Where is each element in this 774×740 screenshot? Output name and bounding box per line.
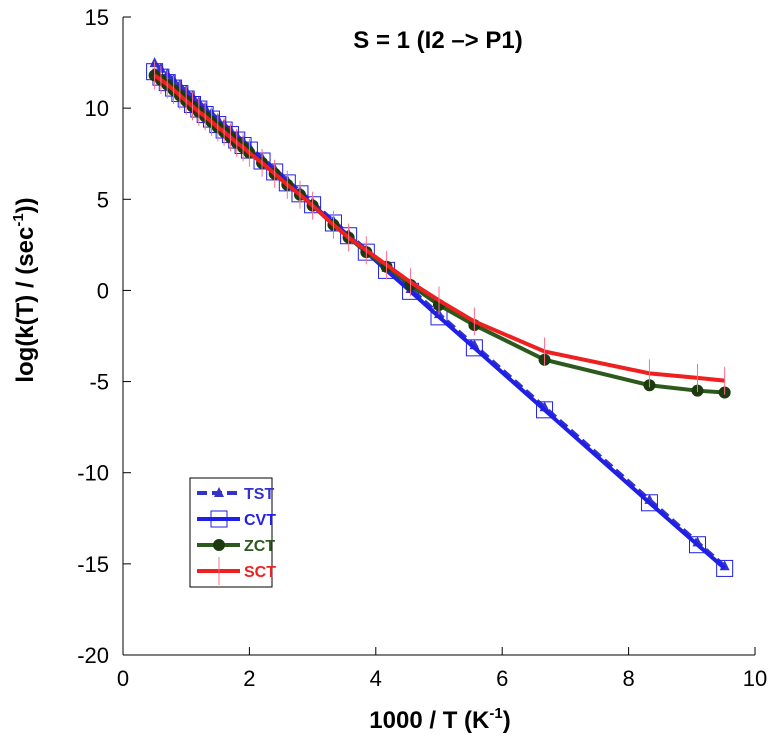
legend-marker (214, 487, 224, 497)
x-tick-label: 4 (370, 666, 382, 691)
legend-label: SCT (244, 564, 276, 581)
x-tick-label: 2 (243, 666, 255, 691)
series-line (153, 73, 725, 383)
legend-label: CVT (244, 512, 276, 529)
y-tick-label: 15 (85, 5, 109, 30)
x-tick-label: 8 (622, 666, 634, 691)
y-tick-label: -20 (77, 643, 109, 668)
marker-square (716, 559, 734, 577)
y-label-main: log(k(T) / (sec (12, 227, 39, 383)
y-label-sup: -1 (10, 213, 27, 226)
x-label-main: 1000 / T (K (369, 707, 490, 734)
marker-square (688, 536, 706, 554)
series (148, 69, 731, 399)
y-tick-label: 5 (97, 187, 109, 212)
legend-box (189, 477, 273, 588)
y-tick-label: -5 (89, 370, 109, 395)
x-tick-label: 0 (117, 666, 129, 691)
chart-title: S = 1 (I2 –> P1) (353, 27, 522, 54)
y-tick-label: -15 (77, 552, 109, 577)
x-axis-label: 1000 / T (K-1) (369, 705, 510, 734)
x-tick-label: 10 (743, 666, 767, 691)
legend-marker (213, 539, 225, 551)
y-tick-label: 0 (97, 278, 109, 303)
y-tick-label: -10 (77, 461, 109, 486)
legend-label: ZCT (244, 538, 275, 555)
x-tick-label: 6 (496, 666, 508, 691)
y-tick-label: 10 (85, 96, 109, 121)
x-label-end: ) (503, 707, 511, 734)
y-axis-label: log(k(T) / (sec-1)) (10, 197, 39, 382)
legend-marker (210, 510, 228, 528)
series-line (153, 73, 725, 395)
marker-square (536, 401, 554, 419)
x-label-sup: -1 (489, 705, 502, 722)
marker-square (640, 494, 658, 512)
y-label-end: )) (12, 197, 39, 213)
legend-label: TST (244, 486, 274, 503)
series (153, 61, 726, 395)
marker-square (465, 339, 483, 357)
